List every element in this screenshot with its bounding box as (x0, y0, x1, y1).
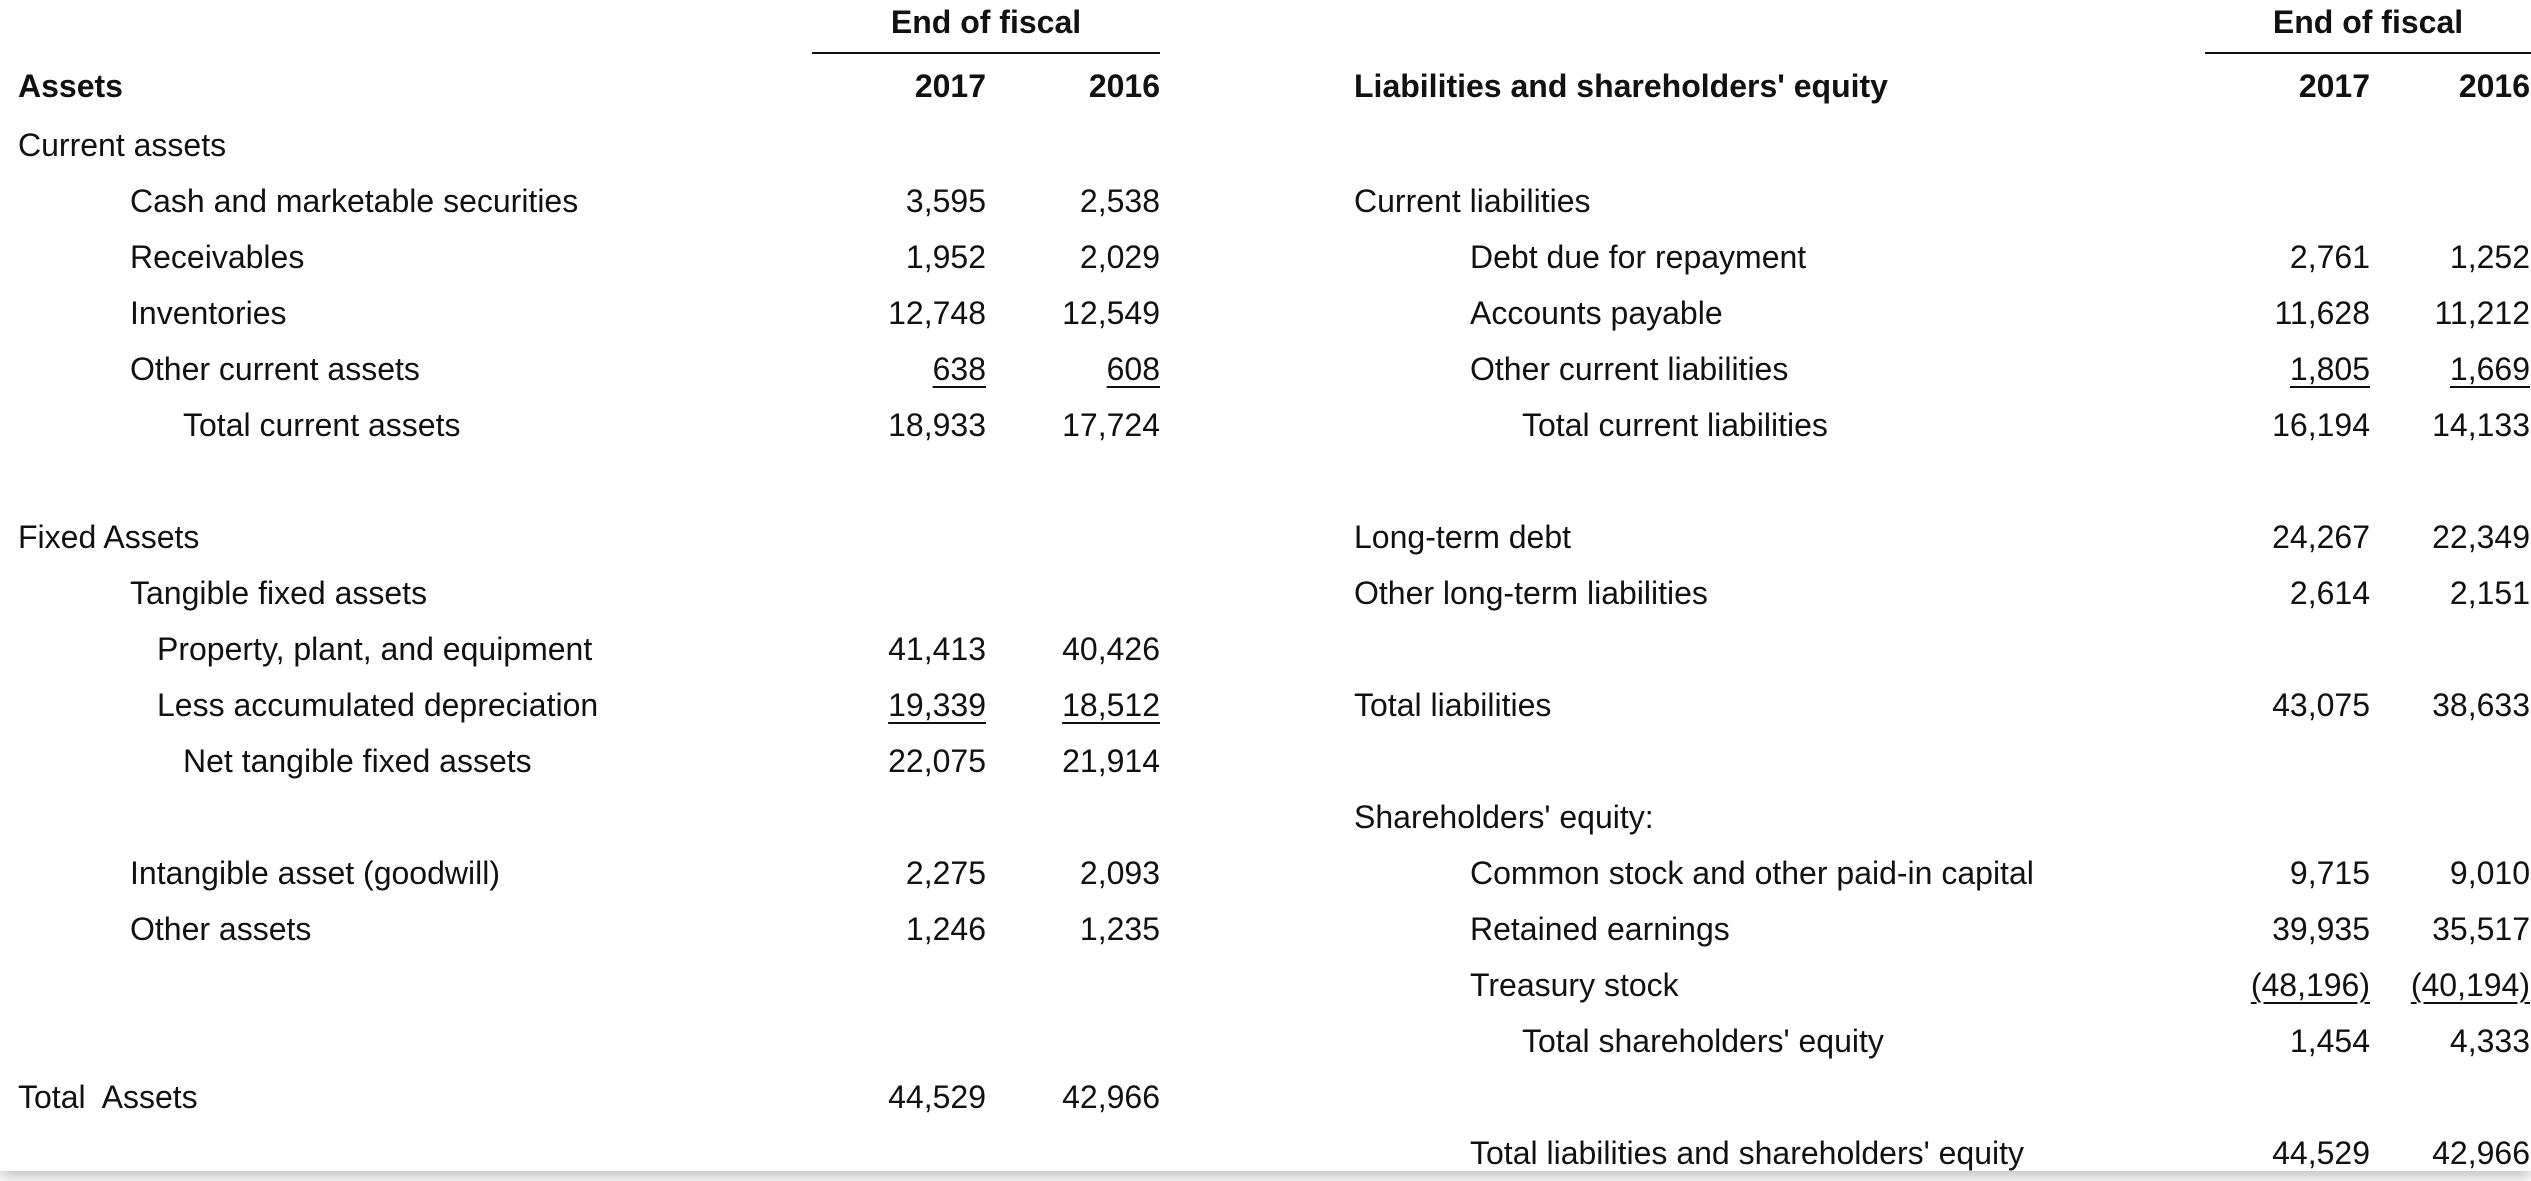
row-goodwill-label: Intangible asset (goodwill) (130, 855, 500, 891)
row-depreciation-2016-cell: 18,512 (1000, 677, 1160, 733)
row-total-current-assets-2016: 17,724 (1062, 407, 1160, 443)
row-inventories-2016: 12,549 (1062, 295, 1160, 331)
row-receivables-2017: 1,952 (905, 239, 986, 275)
row-total-assets-2016: 42,966 (1062, 1079, 1160, 1115)
liabilities-heading: Liabilities and shareholders' equity (1354, 68, 1888, 104)
row-depreciation-2016: 18,512 (1062, 687, 1160, 723)
row-other-current-assets-2016: 608 (1106, 351, 1160, 387)
row-ppe-2017: 41,413 (888, 631, 986, 667)
row-long-term-debt-2017: 24,267 (2272, 519, 2370, 555)
row-current-assets: Current assets (18, 127, 227, 163)
row-total-assets-label: Total Assets (18, 1079, 198, 1115)
row-common-stock-label: Common stock and other paid-in capital (1470, 855, 2034, 891)
row-total-current-liabilities-label: Total current liabilities (1522, 407, 1828, 443)
row-other-current-liabilities-2016-cell: 1,669 (2380, 341, 2530, 397)
row-total-current-assets-2017: 18,933 (888, 407, 986, 443)
row-total-shareholders-equity-2017: 1,454 (2289, 1023, 2370, 1059)
row-other-long-term-2017: 2,614 (2289, 575, 2370, 611)
row-receivables-2016: 2,029 (1079, 239, 1160, 275)
row-net-tangible-2016: 21,914 (1062, 743, 1160, 779)
assets-fiscal-group-label: End of fiscal (890, 4, 1082, 40)
row-other-assets-2016: 1,235 (1079, 911, 1160, 947)
row-goodwill-2016: 2,093 (1079, 855, 1160, 891)
row-debt-due-label: Debt due for repayment (1470, 239, 1807, 275)
row-total-liabilities-2016: 38,633 (2432, 687, 2530, 723)
row-inventories-label: Inventories (130, 295, 287, 331)
row-common-stock-2017: 9,715 (2289, 855, 2370, 891)
row-other-current-assets-2016-cell: 608 (1000, 341, 1160, 397)
row-total-shareholders-equity-label: Total shareholders' equity (1522, 1023, 1884, 1059)
row-treasury-stock-2016: (40,194) (2410, 967, 2530, 1003)
row-total-liabilities-equity-label: Total liabilities and shareholders' equi… (1470, 1135, 2024, 1171)
row-receivables-label: Receivables (130, 239, 305, 275)
row-total-assets-2017: 44,529 (888, 1079, 986, 1115)
row-retained-earnings-2017: 39,935 (2272, 911, 2370, 947)
row-other-current-assets-2017-cell: 638 (850, 341, 986, 397)
row-net-tangible-2017: 22,075 (888, 743, 986, 779)
row-inventories-2017: 12,748 (888, 295, 986, 331)
row-other-long-term-label: Other long-term liabilities (1354, 575, 1708, 611)
row-other-current-liabilities-2017-cell: 1,805 (2230, 341, 2370, 397)
liabilities-header-rule (2205, 52, 2531, 54)
row-fixed-assets: Fixed Assets (18, 519, 200, 555)
row-depreciation-label: Less accumulated depreciation (157, 687, 599, 723)
row-other-assets-2017: 1,246 (905, 911, 986, 947)
row-total-liabilities-label: Total liabilities (1354, 687, 1552, 723)
row-cash-2017: 3,595 (905, 183, 986, 219)
liabilities-year-2017: 2017 (2298, 68, 2370, 104)
row-debt-due-2016: 1,252 (2449, 239, 2530, 275)
row-total-current-liabilities-2016: 14,133 (2432, 407, 2530, 443)
assets-year-2017: 2017 (914, 68, 986, 104)
row-retained-earnings-2016: 35,517 (2432, 911, 2530, 947)
row-other-current-assets-label: Other current assets (130, 351, 420, 387)
row-other-assets-label: Other assets (130, 911, 312, 947)
liabilities-year-2016: 2016 (2458, 68, 2530, 104)
row-goodwill-2017: 2,275 (905, 855, 986, 891)
row-total-current-assets-label: Total current assets (183, 407, 461, 443)
assets-header-rule (812, 52, 1160, 54)
row-debt-due-2017: 2,761 (2289, 239, 2370, 275)
row-other-current-liabilities-label: Other current liabilities (1470, 351, 1789, 387)
row-treasury-stock-2017-cell: (48,196) (2230, 957, 2370, 1013)
row-accounts-payable-2016: 11,212 (2434, 295, 2531, 331)
row-total-shareholders-equity-2016: 4,333 (2449, 1023, 2530, 1059)
row-cash-label: Cash and marketable securities (130, 183, 579, 219)
row-long-term-debt-label: Long-term debt (1354, 519, 1572, 555)
row-total-liabilities-equity-2017: 44,529 (2272, 1135, 2370, 1171)
row-other-current-liabilities-2016: 1,669 (2449, 351, 2530, 387)
row-accounts-payable-2017: 11,628 (2274, 295, 2371, 331)
row-net-tangible-label: Net tangible fixed assets (183, 743, 532, 779)
row-treasury-stock-label: Treasury stock (1470, 967, 1679, 1003)
row-ppe-2016: 40,426 (1062, 631, 1160, 667)
row-long-term-debt-2016: 22,349 (2432, 519, 2530, 555)
row-other-long-term-2016: 2,151 (2449, 575, 2530, 611)
row-tangible-fixed-assets: Tangible fixed assets (130, 575, 428, 611)
row-common-stock-2016: 9,010 (2449, 855, 2530, 891)
liabilities-fiscal-group-label: End of fiscal (2272, 4, 2464, 40)
row-total-liabilities-2017: 43,075 (2272, 687, 2370, 723)
row-other-current-assets-2017: 638 (932, 351, 986, 387)
row-total-liabilities-equity-2016: 42,966 (2432, 1135, 2530, 1171)
row-total-current-liabilities-2017: 16,194 (2272, 407, 2370, 443)
row-treasury-stock-2016-cell: (40,194) (2380, 957, 2530, 1013)
row-current-liabilities: Current liabilities (1354, 183, 1591, 219)
row-depreciation-2017-cell: 19,339 (850, 677, 986, 733)
row-cash-2016: 2,538 (1079, 183, 1160, 219)
row-shareholders-equity-heading: Shareholders' equity: (1354, 799, 1654, 835)
row-ppe-label: Property, plant, and equipment (157, 631, 593, 667)
row-retained-earnings-label: Retained earnings (1470, 911, 1730, 947)
row-accounts-payable-label: Accounts payable (1470, 295, 1723, 331)
row-treasury-stock-2017: (48,196) (2250, 967, 2370, 1003)
row-depreciation-2017: 19,339 (888, 687, 986, 723)
assets-year-2016: 2016 (1088, 68, 1160, 104)
assets-heading: Assets (18, 68, 123, 104)
row-other-current-liabilities-2017: 1,805 (2289, 351, 2370, 387)
